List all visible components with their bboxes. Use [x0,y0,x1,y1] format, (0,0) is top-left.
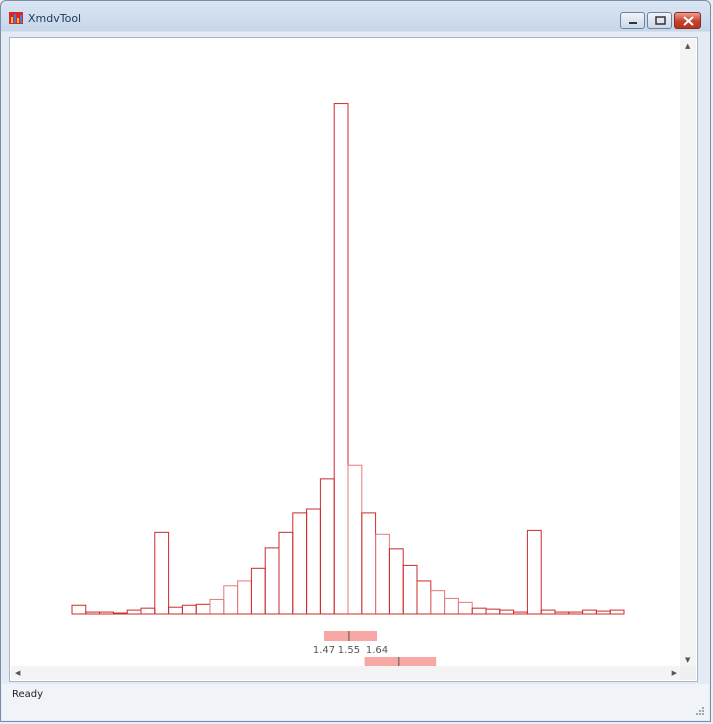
vertical-scrollbar[interactable]: ▲ ▼ [680,39,696,667]
histogram-bar [168,606,183,615]
window-title: XmdvTool [28,12,82,25]
histogram-bar [237,580,252,615]
close-icon [683,16,694,26]
histogram-bar [319,478,335,615]
histogram-bar [485,608,501,615]
horizontal-scrollbar[interactable]: ◀ ▶ [11,666,681,680]
histogram-bar [264,547,280,615]
histogram-bar [499,609,515,615]
histogram-bar [457,601,473,615]
histogram-bar [223,585,239,615]
status-bar: Ready [2,684,709,720]
status-text: Ready [12,689,44,700]
histogram-bar [430,590,446,615]
histogram-bar [209,598,225,615]
scrollbar-corner [680,666,696,680]
histogram-bar [306,508,321,615]
resize-grip-icon[interactable] [695,706,705,716]
histogram-bar [154,531,170,615]
histogram-bar [609,609,625,615]
histogram-bar [526,529,542,615]
range-brush[interactable] [364,657,437,667]
range-tick-label: 1.47 [313,645,335,656]
histogram-bar [402,564,418,615]
histogram-bar [333,103,349,615]
range-brush[interactable] [324,631,377,641]
histogram-bar [347,464,363,615]
histogram-bar [416,580,432,615]
range-tick-label: 1.64 [366,645,388,656]
histogram-bar [195,603,211,615]
scroll-down-icon[interactable]: ▼ [685,656,691,664]
range-tick-label: 1.55 [338,645,360,656]
histogram-bar [71,604,87,615]
maximize-button[interactable] [647,12,672,29]
scroll-right-icon[interactable]: ▶ [671,669,677,677]
maximize-icon [655,16,666,25]
scroll-left-icon[interactable]: ◀ [15,669,21,677]
histogram-bar [292,512,308,615]
scroll-up-icon[interactable]: ▲ [685,42,691,50]
histogram-bar [181,604,197,615]
histogram-bar [540,609,556,615]
histogram-bar [140,607,156,615]
histogram-bar [471,607,487,615]
client-area: 1.47 1.55 1.64 ▲ ▼ ◀ ▶ [9,37,698,682]
histogram-bar [375,533,390,615]
histogram-bar [388,548,404,615]
histogram-bar [361,512,377,615]
histogram-canvas[interactable]: 1.47 1.55 1.64 [11,39,681,667]
app-logo-icon [9,12,23,24]
histogram-bar [582,609,597,615]
histogram-bar [278,531,294,615]
minimize-button[interactable] [620,12,645,29]
close-button[interactable] [674,12,701,29]
minimize-icon [629,22,637,24]
histogram-bar [126,609,142,615]
histogram-bar [250,567,266,615]
title-bar[interactable]: XmdvTool [1,1,710,31]
histogram-bar [444,597,459,615]
